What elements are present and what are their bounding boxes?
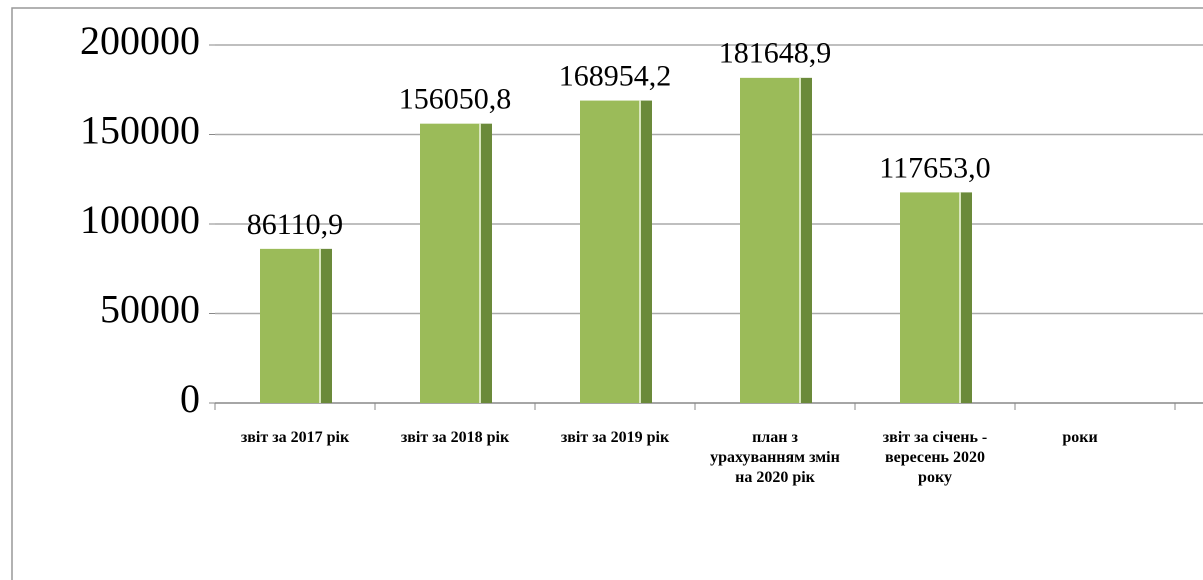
bar-side <box>960 192 972 403</box>
data-label: 156050,8 <box>399 83 512 116</box>
data-label: 86110,9 <box>247 208 343 241</box>
data-label: 117653,0 <box>879 151 990 184</box>
data-label: 181648,9 <box>719 37 832 70</box>
x-tick-label: звіт за 2017 рік <box>240 429 350 446</box>
y-tick-label: 150000 <box>80 108 200 153</box>
bar-side <box>640 100 652 403</box>
data-label: 168954,2 <box>559 59 672 92</box>
y-tick-label: 100000 <box>80 197 200 242</box>
bar-side <box>800 77 812 403</box>
bar <box>740 77 800 403</box>
y-tick-label: 50000 <box>100 287 200 332</box>
y-tick-label: 200000 <box>80 18 200 63</box>
x-tick-label: звіт за січень - вересень 2020 року <box>882 429 988 486</box>
bar-side <box>480 123 492 403</box>
bar <box>420 123 480 403</box>
bar <box>900 192 960 403</box>
bar-side <box>320 248 332 403</box>
bar <box>580 100 640 403</box>
x-tick-label: роки <box>1062 429 1098 446</box>
bar <box>260 248 320 403</box>
y-tick-label: 0 <box>180 376 200 421</box>
x-tick-label: план з урахуванням змін на 2020 рік <box>710 429 840 486</box>
x-tick-label: звіт за 2018 рік <box>400 429 510 446</box>
x-tick-label: звіт за 2019 рік <box>560 429 670 446</box>
